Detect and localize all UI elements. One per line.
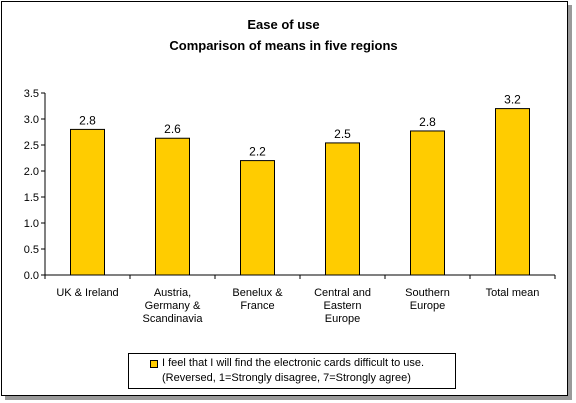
legend-line-1: I feel that I will find the electronic c… — [162, 357, 425, 369]
x-tick-label: Southern Europe — [405, 287, 450, 312]
bar — [325, 142, 360, 276]
x-tick-label: Central and Eastern Europe — [314, 287, 371, 325]
y-tick-label: 2.0 — [24, 166, 39, 178]
bar — [495, 108, 530, 276]
x-tick-label: UK & Ireland — [56, 287, 118, 299]
y-tick-label: 3.0 — [24, 114, 39, 126]
x-tick-label: Austria, Germany & Scandinavia — [143, 287, 204, 325]
bar — [240, 160, 275, 276]
y-tick-label: 2.5 — [24, 140, 39, 152]
data-label: 2.6 — [164, 122, 181, 136]
data-label: 2.8 — [79, 113, 96, 127]
y-tick-label: 1.0 — [24, 218, 39, 230]
legend-swatch — [150, 360, 158, 368]
x-tick-label-line: Central and — [314, 287, 371, 299]
x-tick-label-line: UK & Ireland — [56, 287, 118, 299]
x-tick-label-line: Scandinavia — [143, 313, 204, 325]
legend-line-2: (Reversed, 1=Strongly disagree, 7=Strong… — [162, 372, 411, 384]
x-tick-label-line: Benelux & — [232, 287, 283, 299]
data-label: 2.8 — [419, 115, 436, 129]
x-tick-label-line: Total mean — [486, 287, 540, 299]
chart-title: Ease of use — [247, 17, 320, 32]
data-label: 2.2 — [249, 145, 266, 159]
chart-subtitle: Comparison of means in five regions — [169, 38, 398, 53]
y-tick-label: 0.0 — [24, 270, 39, 282]
chart-legend: I feel that I will find the electronic c… — [128, 353, 456, 389]
x-tick-label-line: Southern — [405, 287, 450, 299]
bar — [155, 137, 190, 276]
y-tick-label: 0.5 — [24, 244, 39, 256]
data-label: 3.2 — [504, 93, 521, 107]
y-tick-label: 3.5 — [24, 88, 39, 100]
x-tick-label-line: France — [240, 300, 274, 312]
x-tick-label-line: Europe — [410, 300, 445, 312]
x-tick-label-line: Europe — [325, 313, 360, 325]
data-label: 2.5 — [334, 127, 351, 141]
x-tick-label-line: Austria, — [154, 287, 191, 299]
bar — [410, 130, 445, 276]
y-tick-label: 1.5 — [24, 192, 39, 204]
legend-text: I feel that I will find the electronic c… — [162, 356, 424, 386]
x-tick-label: Total mean — [486, 287, 540, 299]
x-tick-label: Benelux & France — [232, 287, 283, 312]
x-tick-label-line: Eastern — [324, 300, 362, 312]
x-tick-label-line: Germany & — [145, 300, 201, 312]
bar — [70, 128, 105, 276]
